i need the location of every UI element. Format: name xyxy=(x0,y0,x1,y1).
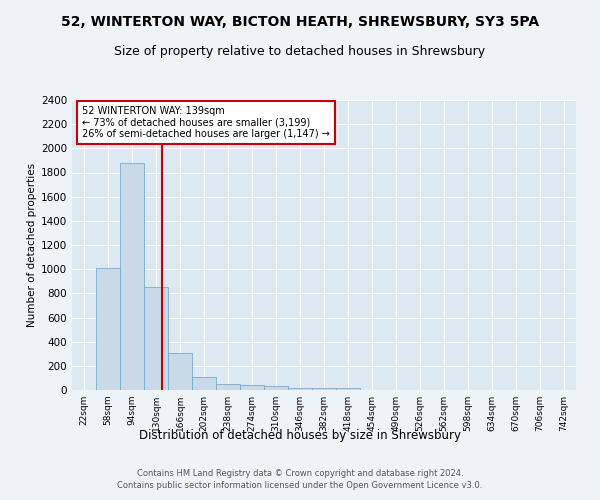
Text: 52, WINTERTON WAY, BICTON HEATH, SHREWSBURY, SY3 5PA: 52, WINTERTON WAY, BICTON HEATH, SHREWSB… xyxy=(61,15,539,29)
Bar xyxy=(264,386,288,390)
Bar xyxy=(192,376,216,390)
Text: Size of property relative to detached houses in Shrewsbury: Size of property relative to detached ho… xyxy=(115,45,485,58)
Bar xyxy=(96,268,120,390)
Bar xyxy=(144,288,168,390)
Bar xyxy=(312,388,336,390)
Text: Distribution of detached houses by size in Shrewsbury: Distribution of detached houses by size … xyxy=(139,428,461,442)
Bar xyxy=(216,384,240,390)
Text: Contains HM Land Registry data © Crown copyright and database right 2024.
Contai: Contains HM Land Registry data © Crown c… xyxy=(118,469,482,490)
Bar xyxy=(120,163,144,390)
Bar xyxy=(288,388,312,390)
Bar xyxy=(240,385,264,390)
Bar xyxy=(168,352,192,390)
Bar xyxy=(336,388,360,390)
Y-axis label: Number of detached properties: Number of detached properties xyxy=(27,163,37,327)
Text: 52 WINTERTON WAY: 139sqm
← 73% of detached houses are smaller (3,199)
26% of sem: 52 WINTERTON WAY: 139sqm ← 73% of detach… xyxy=(82,106,330,139)
